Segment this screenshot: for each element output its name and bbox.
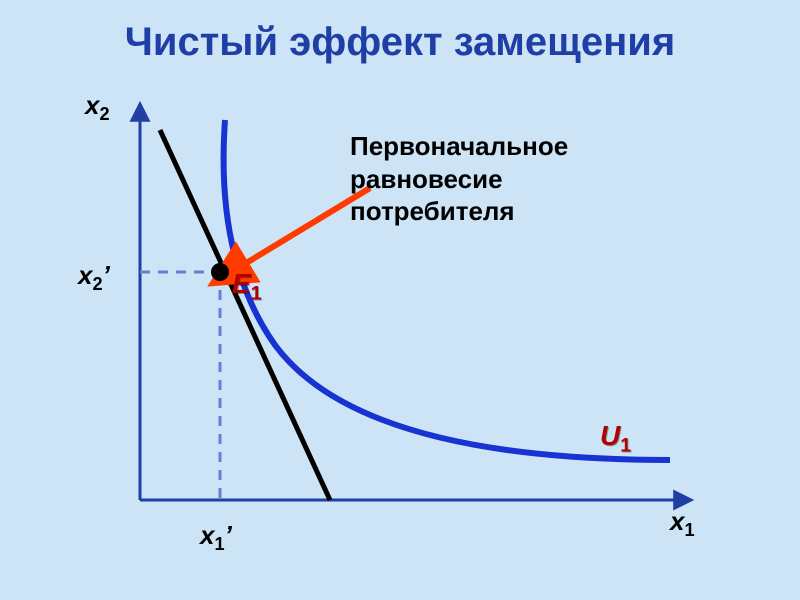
curve-label-main: U: [600, 420, 620, 451]
x2-prime-sub: 2: [92, 274, 102, 294]
x2-prime-main: x: [78, 260, 92, 290]
curve-label-sub: 1: [620, 435, 631, 457]
x-axis-label-sub: 1: [684, 520, 694, 540]
equilibrium-label: E1: [232, 268, 262, 306]
x1-prime-main: x: [200, 520, 214, 550]
x1-prime-label: x1’: [200, 520, 232, 555]
x1-prime-suffix: ’: [225, 520, 232, 550]
equilibrium-label-main: E: [232, 268, 251, 299]
annotation-line3: потребителя: [350, 196, 515, 226]
annotation-line1: Первоначальное: [350, 131, 568, 161]
annotation-line2: равновесие: [350, 164, 503, 194]
x2-prime-suffix: ’: [103, 260, 110, 290]
y-axis-label: x2: [85, 90, 110, 125]
y-axis-label-main: x: [85, 90, 99, 120]
x-axis-label: x1: [670, 506, 695, 541]
x1-prime-sub: 1: [214, 534, 224, 554]
budget-line: [160, 130, 330, 500]
slide: Чистый эффект замещения Первоначальное р…: [0, 0, 800, 600]
indifference-curve-label: U1: [600, 420, 631, 458]
equilibrium-label-sub: 1: [251, 283, 262, 305]
x2-prime-label: x2’: [78, 260, 110, 295]
annotation-text: Первоначальное равновесие потребителя: [350, 130, 568, 228]
y-axis-label-sub: 2: [99, 104, 109, 124]
x-axis-label-main: x: [670, 506, 684, 536]
equilibrium-point: [211, 263, 229, 281]
